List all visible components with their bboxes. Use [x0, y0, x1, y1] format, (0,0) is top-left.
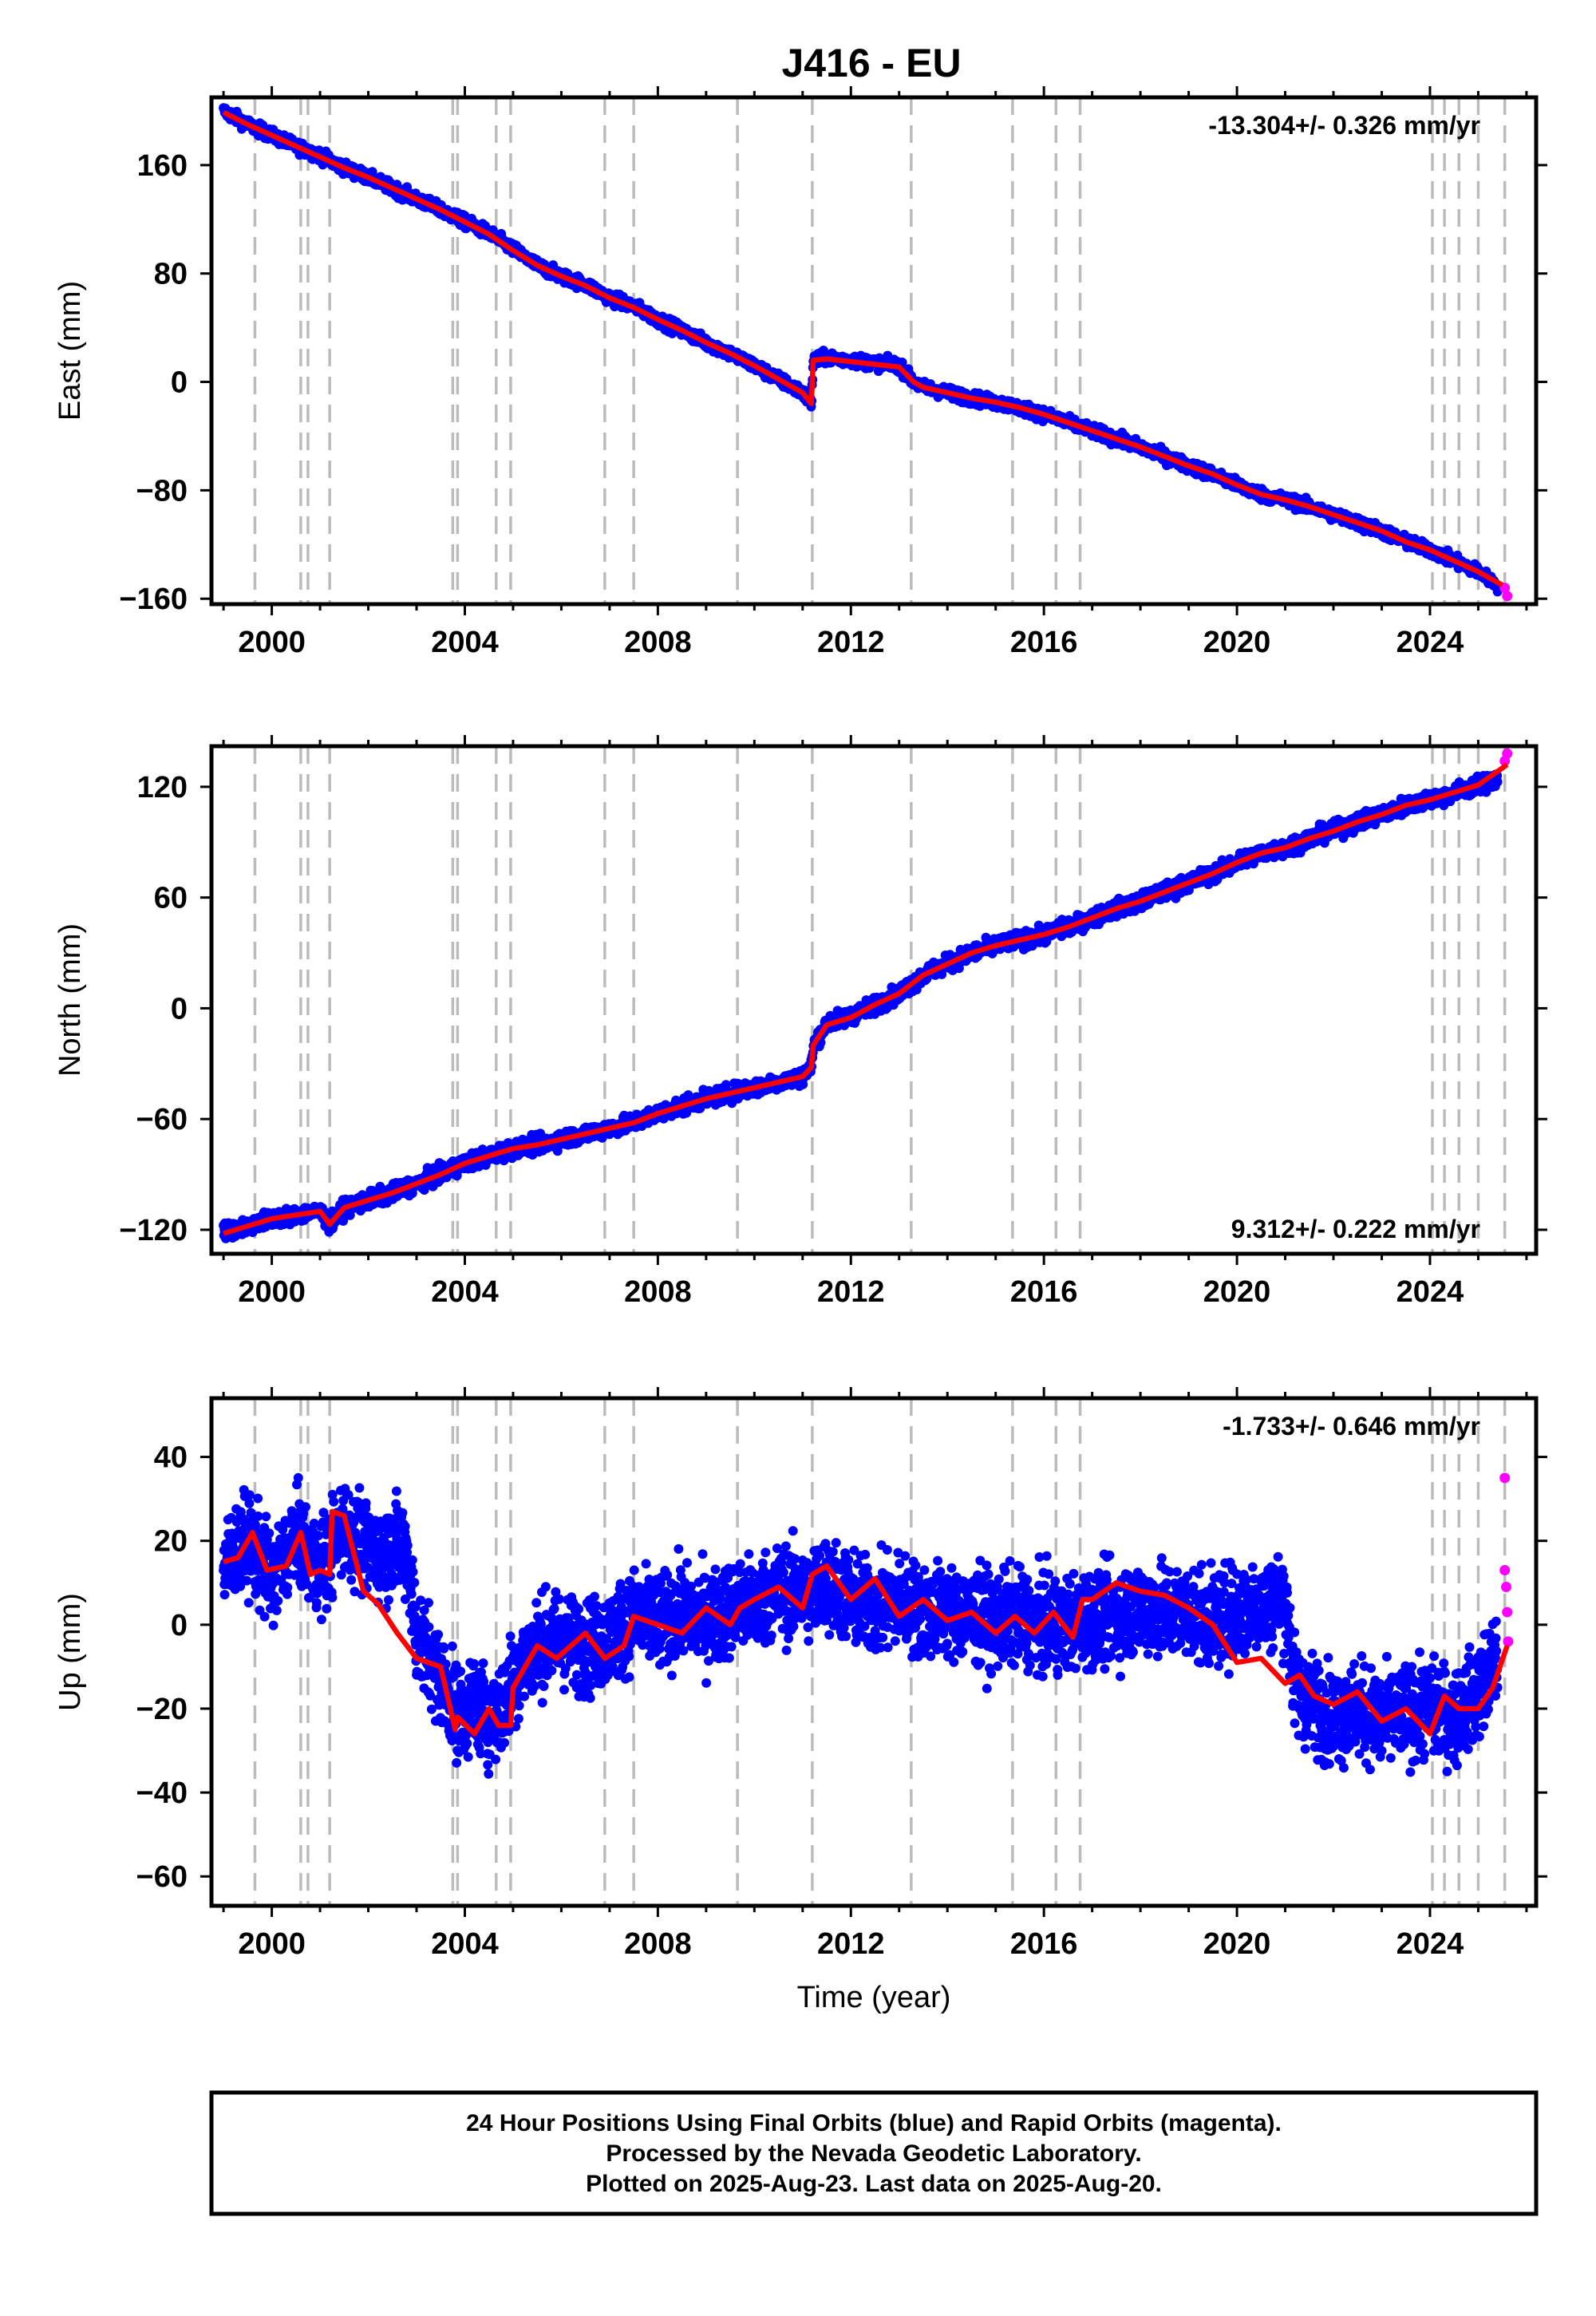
east-rapid-points [1499, 583, 1513, 602]
east-x-tick-label: 2024 [1396, 626, 1464, 659]
east-rapid-point [1502, 591, 1513, 602]
east-y-tick-label: 160 [137, 149, 188, 183]
east-y-label: East (mm) [53, 281, 87, 421]
north-plot-area [219, 748, 1513, 1243]
east-y-tick-label: −160 [119, 583, 188, 616]
east-x-tick-label: 2008 [624, 626, 692, 659]
east-rate-label: -13.304+/- 0.326 mm/yr [1208, 111, 1480, 140]
east-event-lines [253, 97, 1507, 604]
east-panel: 2000 2004 2008 2012 2016 2020 2024 −160 −80 0 80 16… [53, 86, 1547, 659]
east-x-tick-label: 2016 [1010, 626, 1078, 659]
north-final-point [937, 969, 947, 979]
east-x-tick-label: 2004 [431, 626, 499, 659]
east-y-tick-label: 80 [154, 258, 188, 291]
figure-title: J416 - EU [781, 41, 961, 85]
east-x-tick-label: 2012 [817, 626, 885, 659]
east-model-line [222, 109, 1504, 588]
east-plot-area [219, 103, 1513, 602]
east-y-axis: −160 −80 0 80 160 [119, 149, 1547, 616]
north-panel: 2000 2004 2008 2012 2016 2020 2024−120−6006012… [53, 735, 1547, 1309]
east-frame [209, 95, 1539, 607]
east-x-tick-label: 2000 [238, 626, 306, 659]
north-final-point [419, 1185, 429, 1195]
east-x-tick-label: 2020 [1203, 626, 1271, 659]
east-y-tick-label: 0 [171, 366, 188, 400]
east-x-axis: 2000 2004 2008 2012 2016 2020 2024 [222, 86, 1528, 659]
east-y-tick-label: −80 [136, 474, 188, 508]
